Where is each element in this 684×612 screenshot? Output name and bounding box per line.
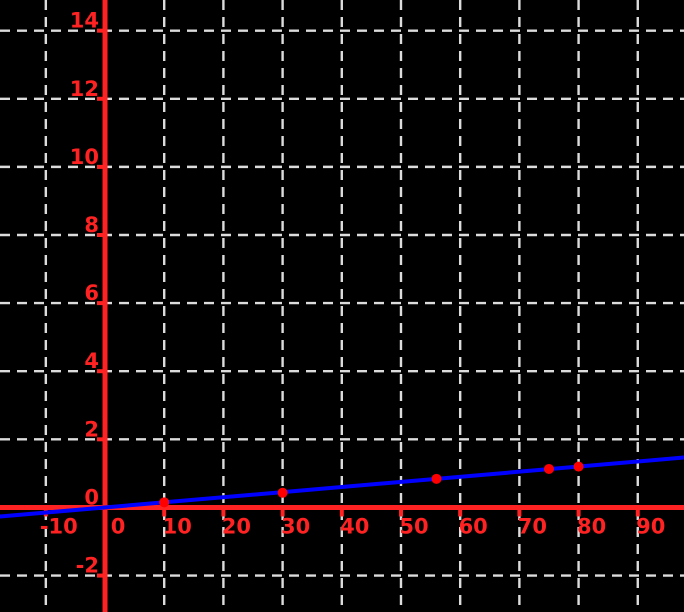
- x-tick-label: 30: [281, 514, 310, 538]
- x-tick-label: 90: [636, 514, 665, 538]
- data-point: [573, 461, 584, 472]
- x-tick-label: 0: [111, 514, 126, 538]
- data-point: [543, 463, 554, 474]
- function-line: [0, 455, 684, 519]
- x-tick-label: 80: [577, 514, 606, 538]
- y-tick-label: 4: [84, 349, 99, 373]
- data-point: [431, 473, 442, 484]
- y-tick-label: 2: [84, 417, 99, 441]
- x-tick-label: 10: [163, 514, 192, 538]
- x-tick-label: 50: [399, 514, 428, 538]
- y-tick-label: 10: [70, 145, 99, 169]
- data-point: [277, 487, 288, 498]
- x-tick-label: 70: [518, 514, 547, 538]
- y-tick-label: 6: [84, 281, 99, 305]
- x-tick-label: 40: [340, 514, 369, 538]
- y-tick-label: 14: [70, 9, 99, 33]
- x-tick-label: 20: [222, 514, 251, 538]
- y-tick-label: 8: [84, 213, 99, 237]
- data-point: [159, 497, 170, 508]
- y-tick-label: -2: [76, 554, 99, 578]
- x-tick-label: 60: [459, 514, 488, 538]
- x-tick-label: -10: [40, 514, 78, 538]
- y-tick-label: 0: [84, 485, 99, 509]
- y-tick-label: 12: [70, 77, 99, 101]
